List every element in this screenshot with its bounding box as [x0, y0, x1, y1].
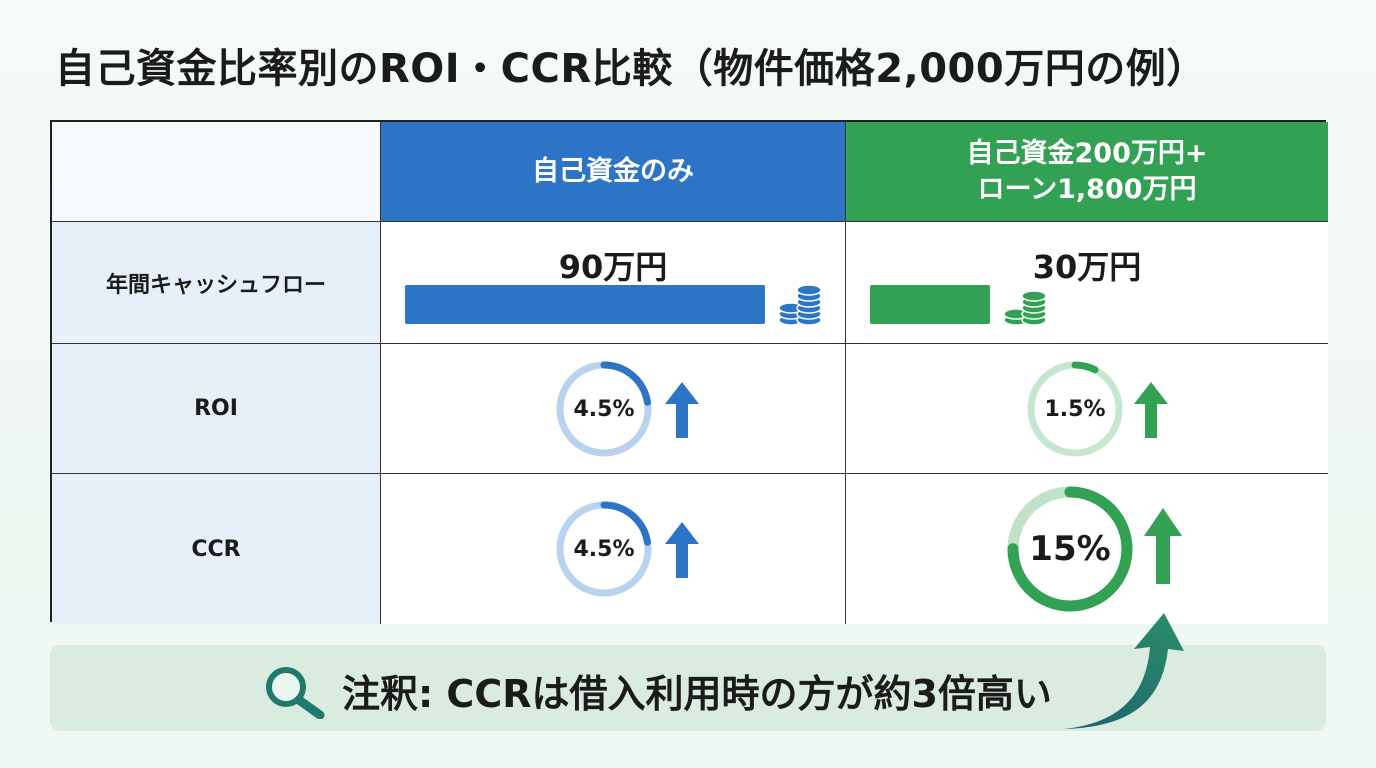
column-header-leveraged-line1: 自己資金200万円+ [966, 138, 1208, 170]
row-header-ccr-label: CCR [191, 536, 241, 562]
row-header-roi: ROI [52, 344, 381, 474]
cash-flow-leveraged-bar [870, 285, 990, 324]
cash-flow-self-funded: 90万円 [381, 222, 846, 344]
table-corner [52, 122, 381, 222]
ccr-leveraged-ring [1007, 486, 1133, 612]
coin-stack-icon [778, 284, 822, 326]
column-header-leveraged: 自己資金200万円+ ローン1,800万円 [846, 122, 1328, 222]
roi-leveraged-ring [1027, 361, 1123, 457]
ccr-self-funded-value: 4.5% [573, 536, 635, 562]
row-header-roi-label: ROI [194, 396, 238, 421]
row-header-ccr: CCR [52, 474, 381, 624]
column-header-self-funded-label: 自己資金のみ [532, 155, 694, 187]
row-header-cash-flow: 年間キャッシュフロー [52, 222, 381, 344]
ccr-self-funded-ring [556, 501, 652, 597]
column-header-leveraged-line2: ローン1,800万円 [977, 173, 1197, 205]
cash-flow-leveraged: 30万円 [846, 222, 1328, 344]
column-header-self-funded: 自己資金のみ [381, 122, 846, 222]
roi-self-funded-value: 4.5% [573, 396, 635, 422]
roi-self-funded: 4.5% [381, 344, 846, 474]
up-arrow-icon [1134, 382, 1168, 438]
ccr-leveraged-value: 15% [1029, 529, 1111, 569]
magnifier-icon [266, 667, 325, 719]
comparison-table: 自己資金のみ 自己資金200万円+ ローン1,800万円 年間キャッシュフロー … [50, 120, 1328, 624]
cash-flow-self-funded-bar [405, 285, 765, 324]
up-arrow-icon [665, 382, 699, 438]
ccr-leveraged: 15% [846, 474, 1328, 624]
roi-self-funded-ring [556, 361, 652, 457]
cash-flow-leveraged-value: 30万円 [1032, 248, 1142, 286]
up-arrow-icon [1144, 508, 1182, 584]
note-text: 注釈: CCRは借入利用時の方が約3倍高い [342, 672, 1052, 716]
ccr-self-funded: 4.5% [381, 474, 846, 624]
cash-flow-self-funded-value: 90万円 [558, 248, 668, 286]
row-header-cash-flow-label: 年間キャッシュフロー [105, 272, 326, 298]
roi-leveraged: 1.5% [846, 344, 1328, 474]
curved-arrow-icon [1064, 613, 1184, 729]
roi-leveraged-value: 1.5% [1044, 396, 1106, 422]
up-arrow-icon [665, 522, 699, 578]
page-title: 自己資金比率別のROI・CCR比較（物件価格2,000万円の例） [55, 46, 1207, 92]
coin-stack-icon [1003, 290, 1047, 326]
